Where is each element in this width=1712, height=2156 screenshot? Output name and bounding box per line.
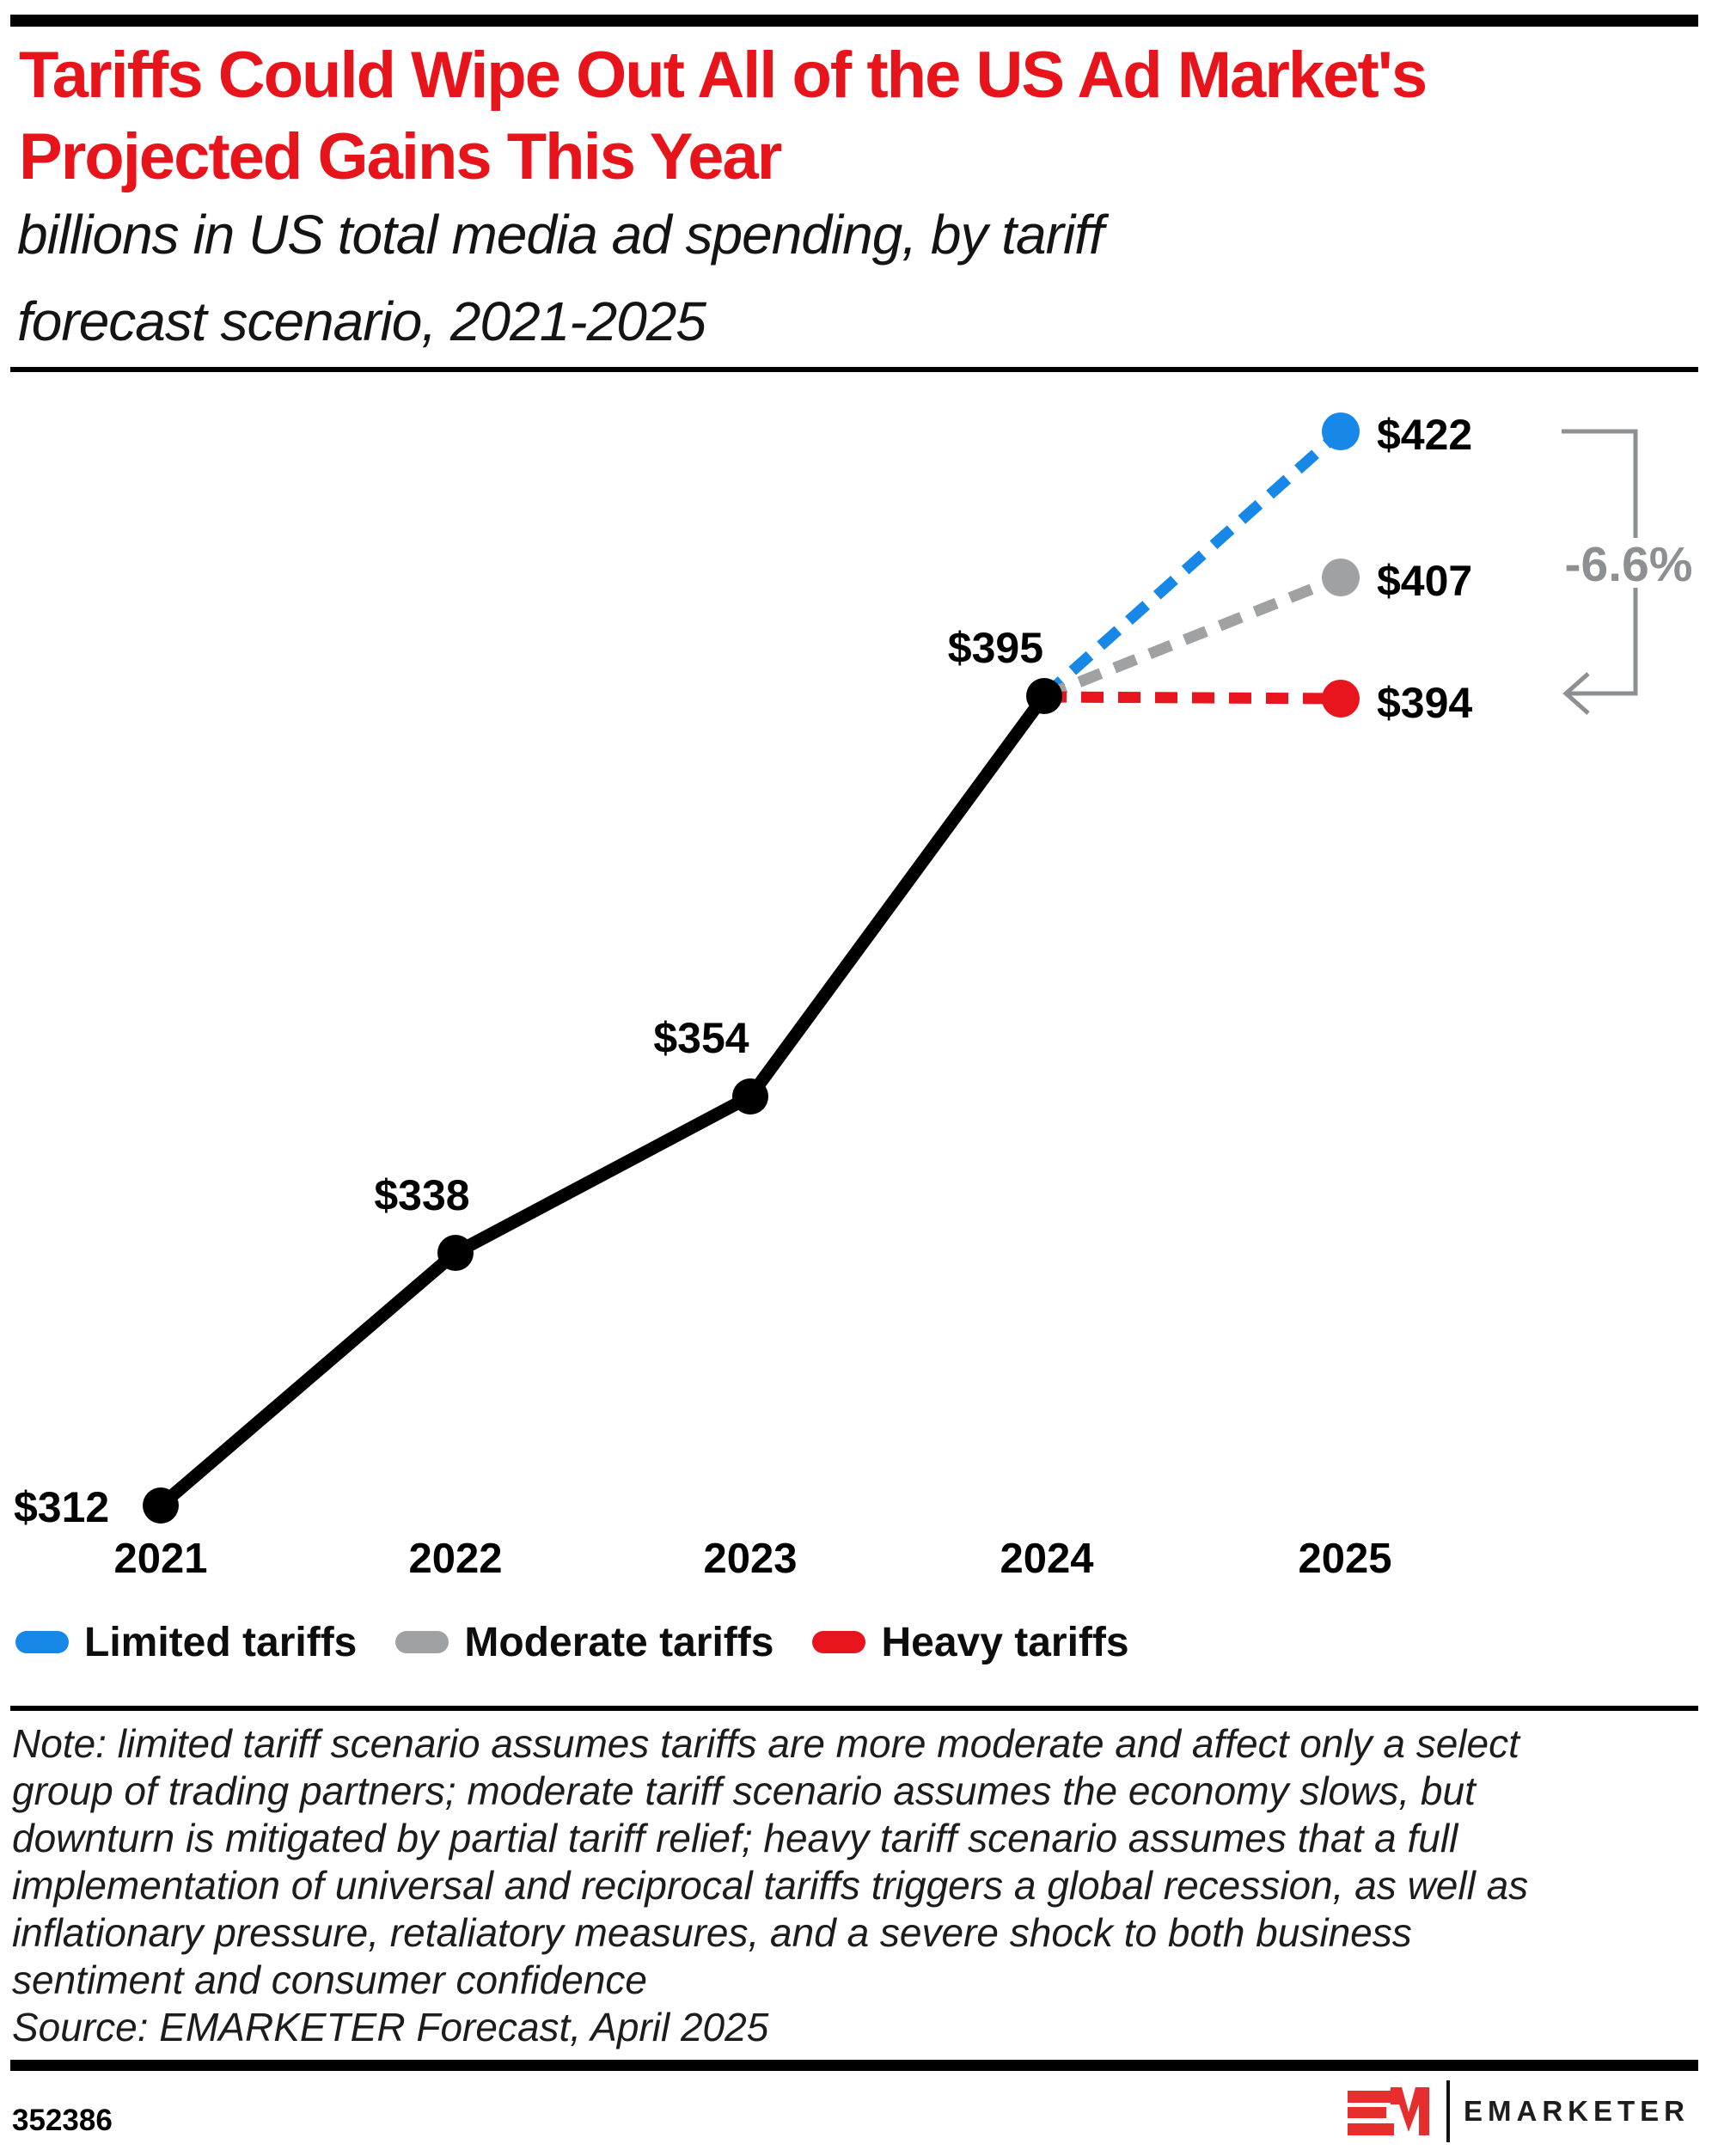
note-line: sentiment and consumer confidence	[12, 1958, 647, 2002]
value-label-2025-heavy: $394	[1377, 679, 1472, 727]
chart-title-line1: Tariffs Could Wipe Out All of the US Ad …	[19, 39, 1428, 112]
year-label-2021: 2021	[113, 1536, 207, 1582]
source-line: Source: EMARKETER Forecast, April 2025	[12, 2005, 769, 2049]
chart-title-line2: Projected Gains This Year	[19, 120, 782, 193]
data-point-2024	[1026, 678, 1062, 714]
chart-title: Tariffs Could Wipe Out All of the US Ad …	[19, 34, 1703, 198]
legend-label-limited: Limited tariffs	[84, 1619, 358, 1665]
legend-label-heavy: Heavy tariffs	[881, 1619, 1129, 1665]
heavy-tariffs-series-line	[1043, 691, 1342, 705]
legend-item-heavy: Heavy tariffs	[812, 1619, 1129, 1666]
brand-name: EMARKETER	[1464, 2095, 1691, 2127]
data-point-2021	[143, 1487, 179, 1524]
value-label-2022: $338	[374, 1171, 469, 1219]
legend-swatch-limited	[15, 1631, 69, 1653]
line-chart: -6.6% $312 $338 $354 $395 $422 $407 $394…	[14, 411, 1693, 1582]
note-text: Note: limited tariff scenario assumes ta…	[12, 1720, 1693, 2051]
legend: Limited tariffs Moderate tariffs Heavy t…	[15, 1615, 1129, 1669]
chart-id: 352386	[12, 2104, 113, 2137]
arrow-left-icon	[1562, 672, 1590, 715]
year-label-2022: 2022	[408, 1536, 502, 1582]
note-line: group of trading partners; moderate tari…	[12, 1768, 1476, 1813]
legend-swatch-heavy	[812, 1631, 866, 1653]
change-bracket	[1562, 429, 1638, 696]
note-line: implementation of universal and reciproc…	[12, 1863, 1529, 1908]
value-label-2021: $312	[14, 1483, 109, 1531]
note-line: downturn is mitigated by partial tariff …	[12, 1816, 1458, 1860]
value-label-2023: $354	[653, 1014, 749, 1062]
data-point-2023	[732, 1078, 768, 1115]
note-line: Note: limited tariff scenario assumes ta…	[12, 1721, 1519, 1766]
footer-divider	[10, 2060, 1698, 2071]
chart-subtitle-line1: billions in US total media ad spending, …	[17, 204, 1104, 266]
year-label-2024: 2024	[1000, 1536, 1093, 1582]
data-point-2025-limited	[1322, 412, 1360, 450]
top-accent-bar	[10, 15, 1698, 27]
data-point-2022	[437, 1235, 474, 1271]
baseline-series-line	[154, 689, 1051, 1512]
note-line: inflationary pressure, retaliatory measu…	[12, 1910, 1412, 1955]
logo-separator	[1446, 2080, 1450, 2142]
legend-item-limited: Limited tariffs	[15, 1619, 357, 1666]
value-label-2024: $395	[948, 624, 1043, 672]
year-label-2023: 2023	[703, 1536, 797, 1582]
data-point-2025-heavy	[1322, 680, 1360, 718]
chart-subtitle: billions in US total media ad spending, …	[17, 192, 1702, 365]
em-monogram-icon	[1348, 2087, 1429, 2135]
delta-label: -6.6%	[1565, 537, 1693, 592]
chart-subtitle-line2: forecast scenario, 2021-2025	[17, 290, 706, 352]
limited-tariffs-series-line	[1040, 427, 1345, 700]
legend-label-moderate: Moderate tariffs	[464, 1619, 774, 1665]
value-label-2025-limited: $422	[1377, 411, 1472, 459]
emarketer-logo: EMARKETER	[1348, 2080, 1690, 2143]
moderate-tariffs-series-line	[1042, 571, 1343, 702]
year-label-2025: 2025	[1298, 1536, 1391, 1582]
data-point-2025-moderate	[1322, 559, 1360, 596]
value-label-2025-moderate: $407	[1377, 557, 1472, 605]
title-divider	[10, 367, 1698, 372]
legend-swatch-moderate	[395, 1631, 449, 1653]
legend-item-moderate: Moderate tariffs	[395, 1619, 773, 1666]
note-divider	[10, 1706, 1698, 1711]
